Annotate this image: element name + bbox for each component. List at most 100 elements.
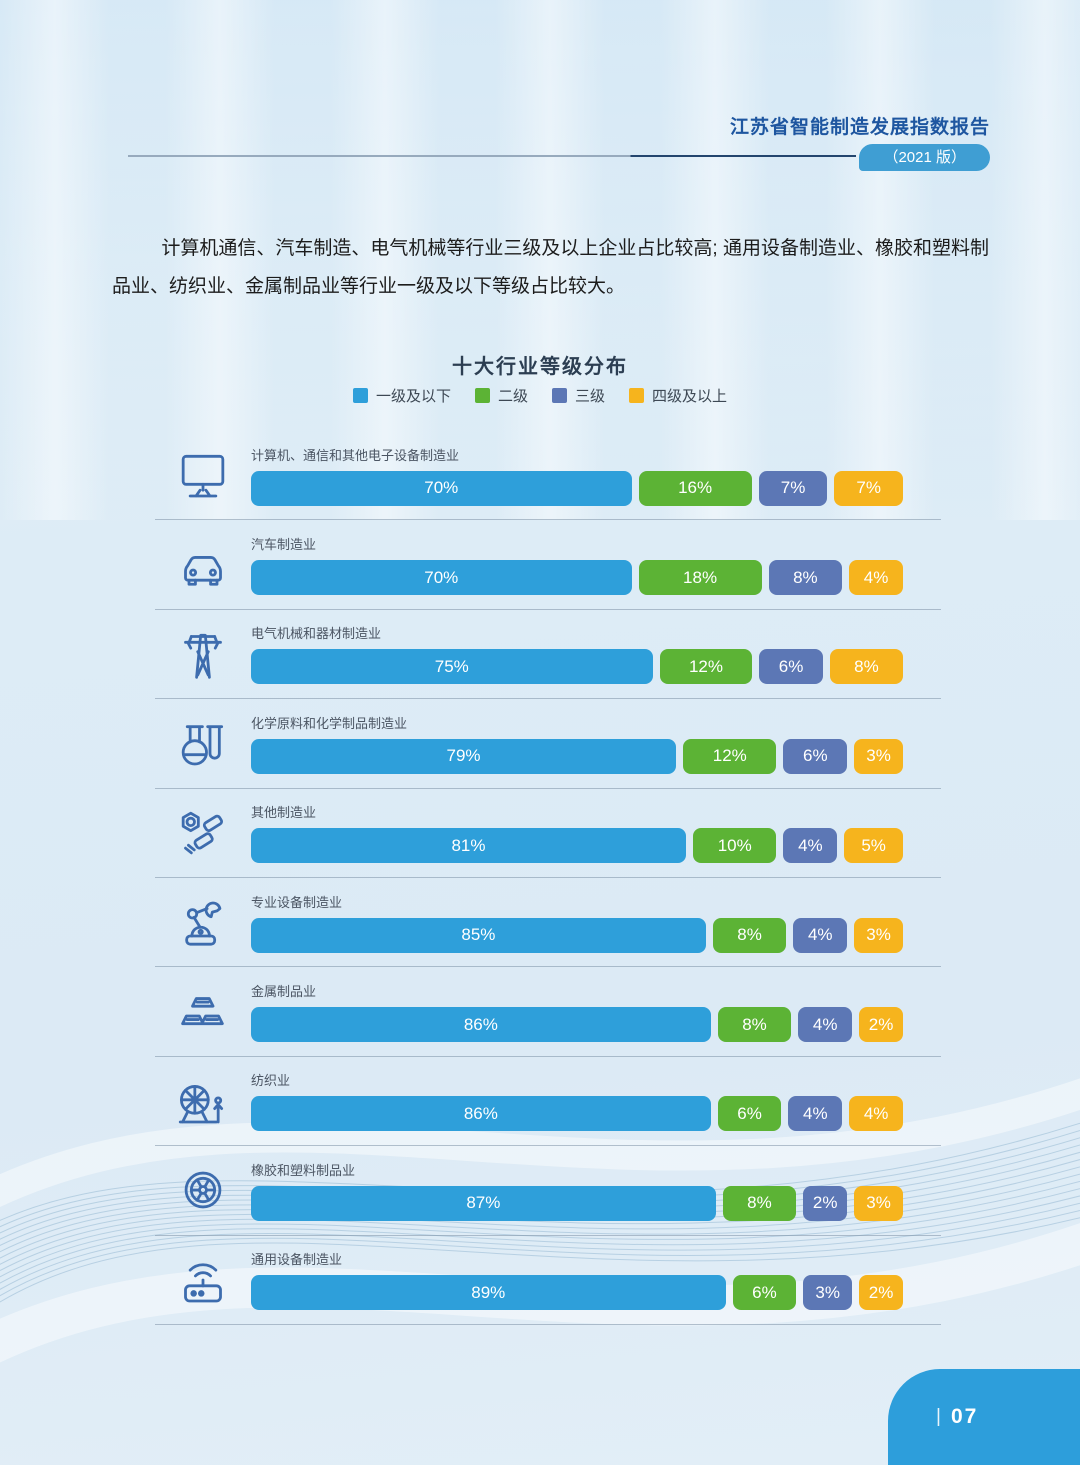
industry-row: 金属制品业 86% 8% 4% 2% — [155, 967, 941, 1057]
edition-badge: （2021 版） — [859, 144, 990, 171]
bar-segment: 2% — [859, 1007, 903, 1043]
stacked-bar: 81% 10% 4% 5% — [251, 828, 903, 864]
bar-segment: 86% — [251, 1007, 711, 1043]
legend-swatch — [552, 388, 567, 403]
industry-label: 其他制造业 — [251, 805, 317, 821]
stacked-bar: 86% 8% 4% 2% — [251, 1007, 903, 1043]
bar-segment: 4% — [849, 560, 903, 596]
bar-segment: 2% — [803, 1185, 848, 1221]
industry-label: 金属制品业 — [251, 984, 317, 1000]
bar-segment: 6% — [732, 1275, 797, 1311]
chart-legend: 一级及以下 二级 三级 四级及以上 — [0, 385, 1080, 406]
legend-swatch — [629, 388, 645, 403]
car-icon — [155, 537, 251, 593]
bar-segment: 4% — [783, 828, 838, 864]
page-number-tab: | 07 — [888, 1369, 1080, 1465]
bar-segment: 70% — [251, 470, 632, 506]
legend-swatch — [474, 388, 490, 403]
page-number-separator: | — [936, 1406, 941, 1427]
bar-segment: 8% — [829, 649, 903, 685]
stacked-bar: 86% 6% 4% 4% — [251, 1096, 903, 1132]
industry-row: 汽车制造业 70% 18% 8% 4% — [155, 520, 941, 610]
flask-icon — [155, 715, 251, 771]
bar-segment: 6% — [783, 738, 848, 774]
industry-label: 化学原料和化学制品制造业 — [251, 715, 408, 731]
bar-segment: 4% — [793, 917, 848, 953]
router-icon — [155, 1252, 251, 1308]
bar-segment: 87% — [251, 1185, 716, 1221]
bar-segment: 18% — [638, 560, 762, 596]
bar-segment: 2% — [859, 1275, 903, 1311]
industry-rows: 计算机、通信和其他电子设备制造业 70% 16% 7% 7% 汽车制造业 70% 18% 8% 4… — [155, 431, 941, 1325]
power-tower-icon — [155, 626, 251, 682]
legend-swatch — [352, 388, 368, 403]
legend-label: 二级 — [497, 388, 528, 405]
bar-segment: 6% — [717, 1096, 782, 1132]
bar-segment: 4% — [788, 1096, 843, 1132]
stacked-bar: 89% 6% 3% 2% — [251, 1275, 903, 1311]
monitor-icon — [155, 447, 251, 503]
chart-title: 十大行业等级分布 — [452, 356, 628, 378]
legend-item: 三级 — [552, 385, 605, 406]
bar-segment: 3% — [854, 738, 903, 774]
industry-label: 专业设备制造业 — [251, 894, 343, 910]
legend-label: 四级及以上 — [652, 388, 728, 405]
industry-row: 纺织业 86% 6% 4% 4% — [155, 1057, 941, 1147]
industry-label: 通用设备制造业 — [251, 1252, 343, 1268]
bar-segment: 12% — [683, 738, 777, 774]
bar-segment: 8% — [712, 917, 787, 953]
bar-segment: 8% — [717, 1007, 792, 1043]
stacked-bar: 75% 12% 6% 8% — [251, 649, 903, 685]
industry-row: 其他制造业 81% 10% 4% 5% — [155, 789, 941, 878]
industry-row: 专业设备制造业 85% 8% 4% 3% — [155, 878, 941, 968]
header-rule — [128, 155, 856, 157]
header-title: 江苏省智能制造发展指数报告 — [729, 117, 990, 138]
intro-paragraph: 计算机通信、汽车制造、电气机械等行业三级及以上企业占比较高; 通用设备制造业、橡… — [112, 238, 989, 297]
bar-segment: 7% — [834, 470, 904, 506]
bar-segment: 4% — [798, 1007, 853, 1043]
stacked-bar: 70% 16% 7% 7% — [251, 470, 904, 506]
legend-label: 三级 — [575, 388, 606, 405]
stacked-bar: 70% 18% 8% 4% — [251, 560, 903, 596]
bar-segment: 10% — [692, 828, 777, 864]
legend-item: 一级及以下 — [352, 385, 451, 406]
legend-item: 二级 — [474, 385, 528, 406]
bar-segment: 16% — [638, 470, 752, 506]
stacked-bar: 85% 8% 4% 3% — [251, 917, 903, 953]
industry-label: 纺织业 — [251, 1073, 291, 1089]
bar-segment: 75% — [251, 649, 653, 685]
bar-segment: 12% — [659, 649, 753, 685]
bar-segment: 3% — [854, 1185, 903, 1221]
metal-ingots-icon — [155, 984, 251, 1040]
industry-label: 电气机械和器材制造业 — [251, 626, 382, 642]
spinning-wheel-icon — [155, 1073, 251, 1129]
bar-segment: 4% — [849, 1096, 903, 1132]
industry-row: 计算机、通信和其他电子设备制造业 70% 16% 7% 7% — [155, 431, 941, 521]
bar-segment: 6% — [759, 649, 823, 685]
industry-row: 橡胶和塑料制品业 87% 8% 2% 3% — [155, 1146, 941, 1236]
industry-row: 化学原料和化学制品制造业 79% 12% 6% 3% — [155, 699, 941, 789]
bar-segment: 8% — [722, 1185, 797, 1221]
bar-segment: 3% — [854, 917, 903, 953]
industry-label: 汽车制造业 — [251, 537, 317, 553]
industry-row: 通用设备制造业 89% 6% 3% 2% — [155, 1236, 941, 1325]
legend-label: 一级及以下 — [375, 388, 451, 405]
industry-label: 橡胶和塑料制品业 — [251, 1162, 356, 1178]
page-number: 07 — [950, 1405, 979, 1428]
robot-arm-icon — [155, 894, 251, 950]
bar-segment: 81% — [251, 828, 686, 864]
bar-segment: 8% — [768, 560, 843, 596]
bar-segment: 7% — [758, 470, 828, 506]
bar-segment: 89% — [251, 1275, 726, 1311]
bar-segment: 79% — [251, 738, 677, 774]
nuts-bolts-icon — [155, 805, 251, 861]
bar-segment: 85% — [251, 917, 706, 953]
stacked-bar: 87% 8% 2% 3% — [251, 1185, 903, 1221]
stacked-bar: 79% 12% 6% 3% — [251, 738, 903, 774]
legend-item: 四级及以上 — [629, 385, 727, 406]
industry-row: 电气机械和器材制造业 75% 12% 6% 8% — [155, 610, 941, 700]
bar-segment: 5% — [844, 828, 903, 864]
bar-segment: 70% — [251, 560, 632, 596]
bar-segment: 86% — [251, 1096, 711, 1132]
